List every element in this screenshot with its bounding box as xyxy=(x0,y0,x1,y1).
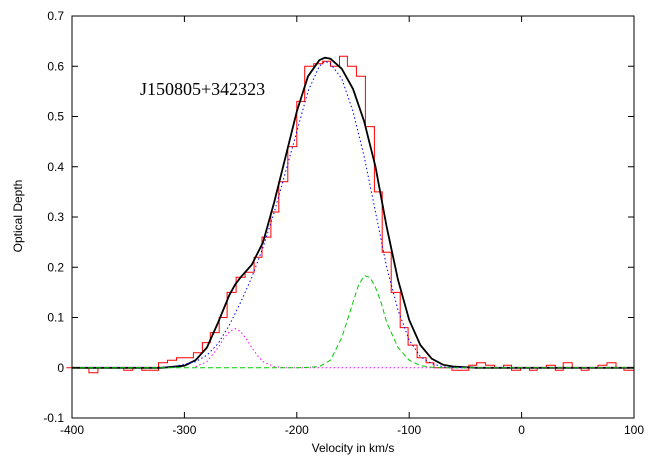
y-tick-label: 0.5 xyxy=(47,110,64,124)
plot-frame xyxy=(71,15,635,419)
y-axis-title: Optical Depth xyxy=(11,180,25,253)
series-observed-step xyxy=(66,55,635,374)
plot-layer xyxy=(66,55,635,374)
ticks-layer: -400 -300 -200 -100 0 100 -0.1 0 0.1 0.2 0.3 0.4 0.5… xyxy=(43,9,644,437)
x-axis-title: Velocity in km/s xyxy=(312,441,395,455)
x-tick-label: 0 xyxy=(518,423,525,437)
y-tick-label: 0.7 xyxy=(47,9,64,23)
x-tick-label: -100 xyxy=(397,423,421,437)
y-tick-label: 0.6 xyxy=(47,59,64,73)
y-tick-label: 0.3 xyxy=(47,210,64,224)
y-tick-label: 0.1 xyxy=(47,311,64,325)
y-tick-label: 0 xyxy=(57,361,64,375)
y-tick-label: -0.1 xyxy=(43,411,64,425)
series-total-fit xyxy=(72,56,634,369)
series-component-4 xyxy=(72,275,634,369)
y-tick-label: 0.4 xyxy=(47,160,64,174)
series-component-2 xyxy=(150,60,466,369)
chart-annotation: J150805+342323 xyxy=(140,79,265,99)
x-tick-label: -400 xyxy=(60,423,84,437)
x-tick-label: -300 xyxy=(172,423,196,437)
y-tick-label: 0.2 xyxy=(47,260,64,274)
series-component-3 xyxy=(195,328,634,369)
x-tick-label: 100 xyxy=(624,423,644,437)
x-tick-label: -200 xyxy=(285,423,309,437)
